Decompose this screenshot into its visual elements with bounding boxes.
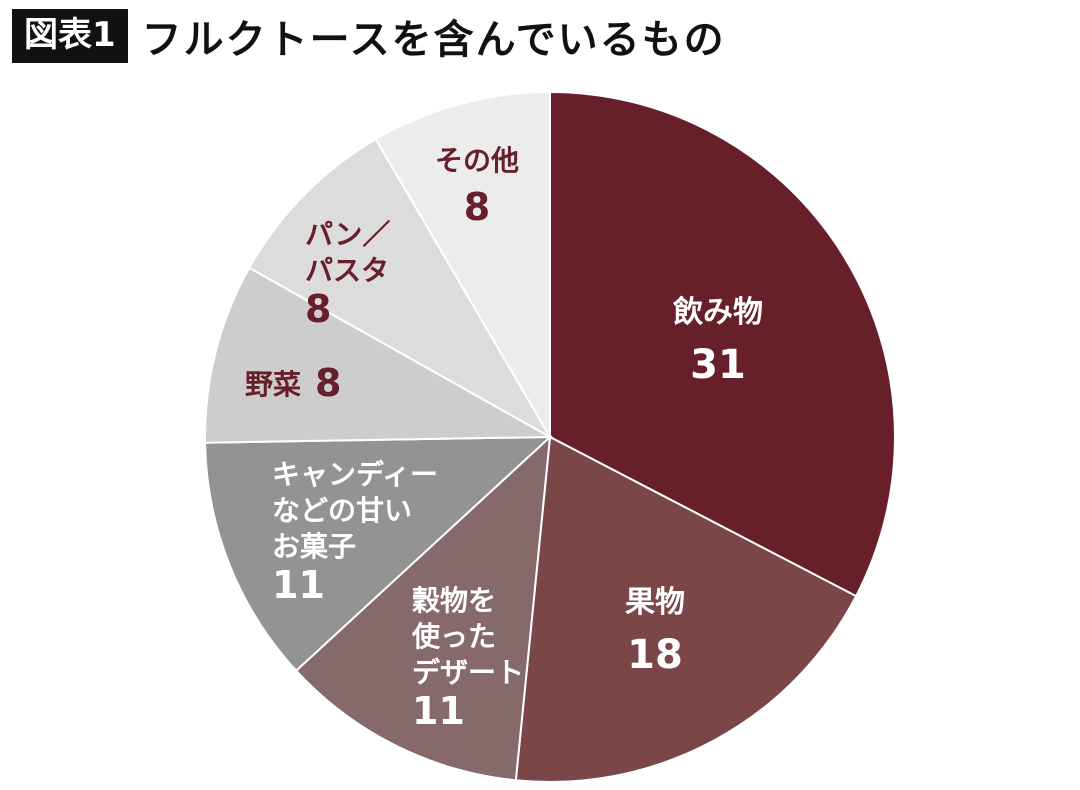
chart-title: フルクトースを含んでいるもの bbox=[141, 17, 726, 63]
pie-slice-6 bbox=[374, 90, 551, 441]
slice-label-name: デザート bbox=[412, 656, 524, 689]
slice-label-name: などの甘い bbox=[272, 494, 412, 527]
slice-label-name: パン／ bbox=[305, 218, 390, 251]
slice-label-value: 8 bbox=[464, 185, 490, 229]
slice-label-name: 飲み物 bbox=[673, 295, 763, 330]
chart-header: 図表1 フルクトースを含んでいるもの bbox=[12, 8, 726, 64]
slice-label-name: 穀物を bbox=[412, 584, 496, 617]
pie-slice-0 bbox=[549, 90, 896, 598]
pie-slice-5 bbox=[247, 137, 553, 440]
slice-label-value: 18 bbox=[627, 632, 683, 678]
slice-label-value: 11 bbox=[272, 563, 325, 607]
slice-label-name: 野菜 bbox=[245, 368, 301, 401]
slice-label-name: パスタ bbox=[305, 254, 389, 287]
pie-slice-1 bbox=[514, 435, 858, 783]
slice-label-0: 飲み物 31 bbox=[673, 295, 763, 388]
slice-label-1: 果物 18 bbox=[625, 585, 685, 678]
slice-label-value: 8 bbox=[305, 287, 331, 331]
slice-label-value: 11 bbox=[412, 689, 465, 733]
slice-label-name: 果物 bbox=[625, 585, 685, 620]
slice-label-name: お菓子 bbox=[272, 530, 356, 563]
figure-badge: 図表1 bbox=[12, 9, 128, 63]
pie-slice-4 bbox=[204, 266, 554, 444]
slice-label-name: キャンディー bbox=[272, 458, 438, 491]
slice-label-name: 使った bbox=[411, 620, 496, 653]
slice-label-6: その他 8 bbox=[435, 144, 519, 229]
slice-label-value: 8 bbox=[315, 361, 341, 405]
slice-label-4: 野菜 8 bbox=[245, 361, 341, 405]
slice-label-value: 31 bbox=[690, 342, 746, 388]
pie-slice-3 bbox=[204, 435, 553, 673]
pie-slice-2 bbox=[294, 434, 552, 782]
slice-label-name: その他 bbox=[435, 144, 519, 177]
